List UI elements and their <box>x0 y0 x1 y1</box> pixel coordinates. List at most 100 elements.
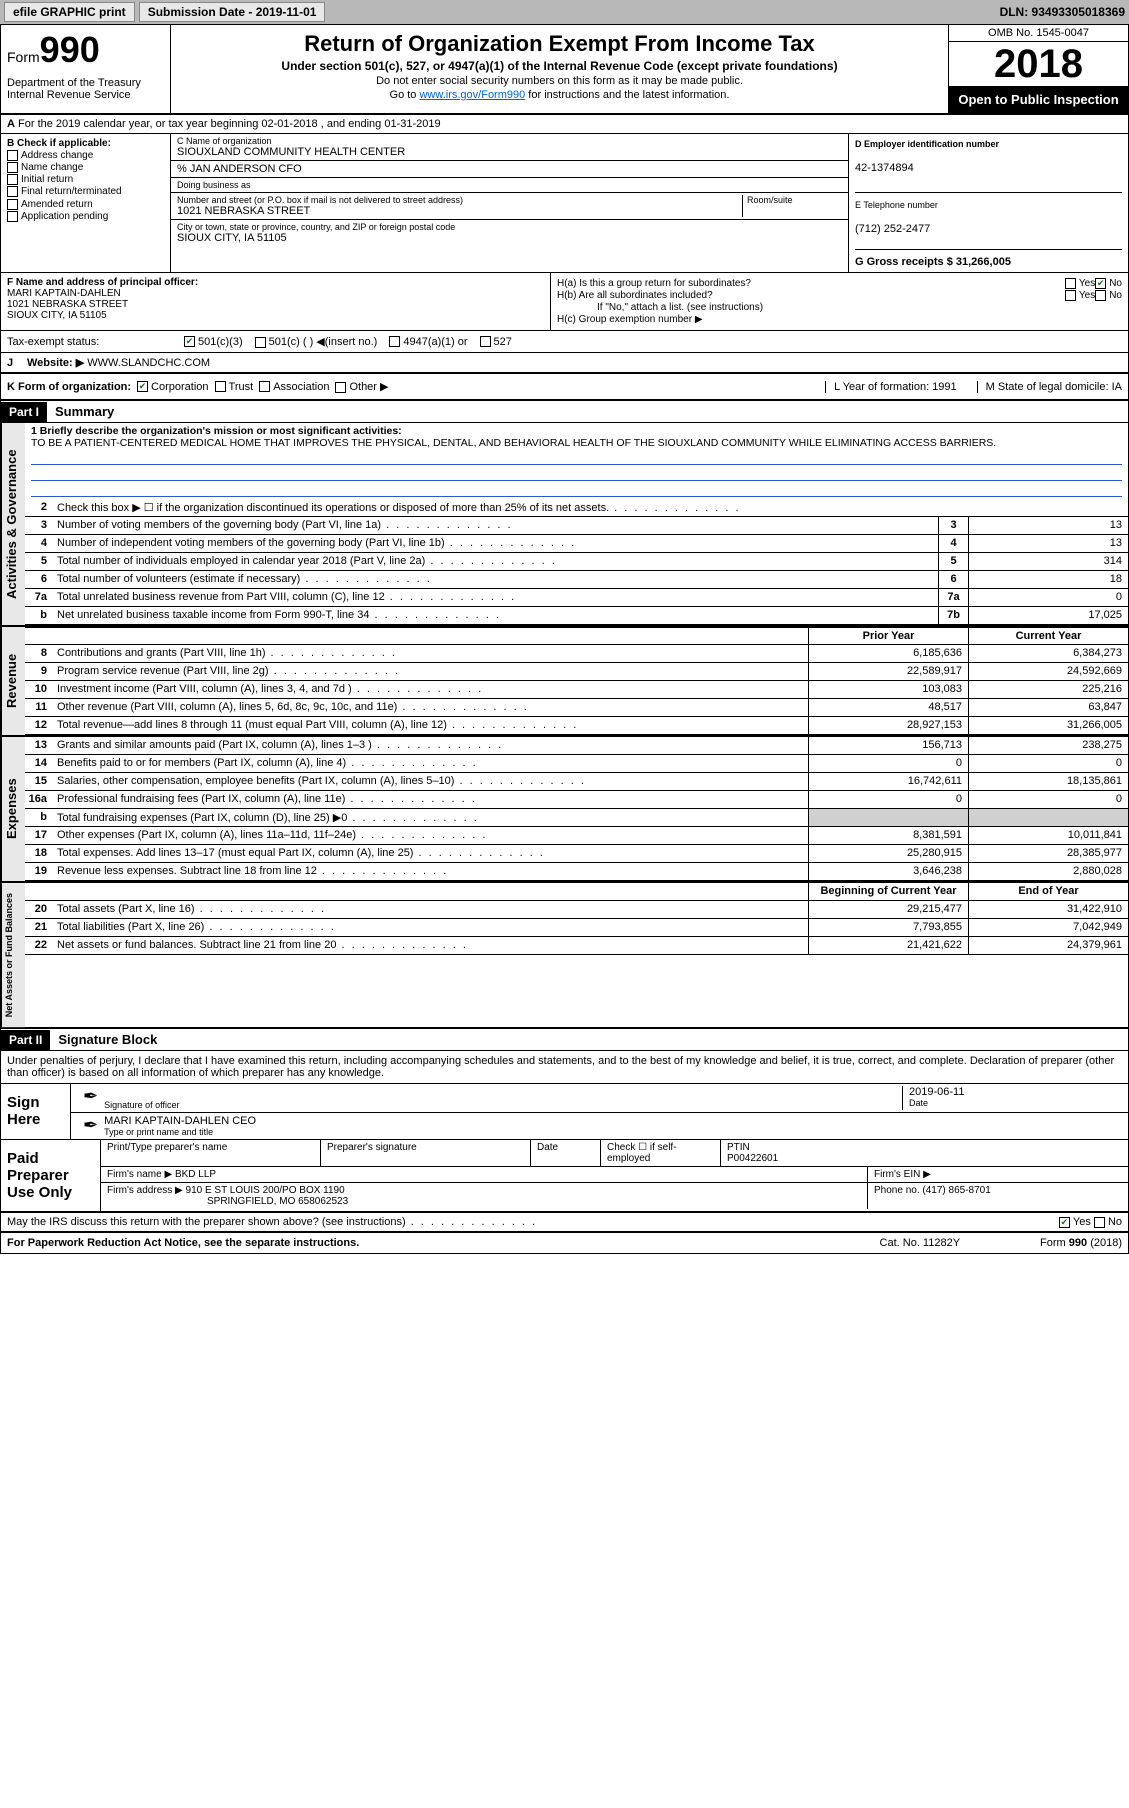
chk-501c3[interactable]: 501(c)(3) <box>184 336 243 348</box>
box-f-officer: F Name and address of principal officer:… <box>1 273 551 330</box>
gov-line: 6Total number of volunteers (estimate if… <box>25 571 1128 589</box>
prep-date-hdr: Date <box>531 1140 601 1166</box>
chk-527[interactable]: 527 <box>480 336 512 348</box>
tax-year: 2018 <box>949 42 1128 86</box>
line-k-form-org: K Form of organization: Corporation Trus… <box>1 374 1128 401</box>
table-row: 15Salaries, other compensation, employee… <box>25 773 1128 791</box>
chk-amended[interactable]: Amended return <box>7 199 164 210</box>
phone-value: (712) 252-2477 <box>855 223 930 235</box>
table-row: 11Other revenue (Part VIII, column (A), … <box>25 699 1128 717</box>
chk-address-change[interactable]: Address change <box>7 150 164 161</box>
dln-text: DLN: 93493305018369 <box>1000 5 1125 19</box>
submission-date-button[interactable]: Submission Date - 2019-11-01 <box>139 2 326 22</box>
chk-trust[interactable]: Trust <box>215 381 254 393</box>
discuss-no[interactable] <box>1094 1217 1105 1228</box>
page-footer: For Paperwork Reduction Act Notice, see … <box>1 1231 1128 1253</box>
table-row: 19Revenue less expenses. Subtract line 1… <box>25 863 1128 881</box>
gov-line: 4Number of independent voting members of… <box>25 535 1128 553</box>
box-b-checkboxes: B Check if applicable: Address change Na… <box>1 134 171 272</box>
chk-other[interactable]: Other ▶ <box>335 380 388 393</box>
chk-name-change[interactable]: Name change <box>7 162 164 173</box>
phone-label: E Telephone number <box>855 200 938 210</box>
table-row: 14Benefits paid to or for members (Part … <box>25 755 1128 773</box>
table-row: 17Other expenses (Part IX, column (A), l… <box>25 827 1128 845</box>
ein-value: 42-1374894 <box>855 162 914 174</box>
open-inspection: Open to Public Inspection <box>949 86 1128 113</box>
tax-exempt-status: Tax-exempt status: 501(c)(3) 501(c) ( ) … <box>1 331 1128 353</box>
omb-number: OMB No. 1545-0047 <box>949 25 1128 42</box>
gov-line: bNet unrelated business taxable income f… <box>25 607 1128 625</box>
city-state-zip: SIOUX CITY, IA 51105 <box>177 232 842 244</box>
street-address: 1021 NEBRASKA STREET <box>177 205 742 217</box>
org-name-label: C Name of organization <box>177 136 842 146</box>
website-url: WWW.SLANDCHC.COM <box>87 357 210 369</box>
discuss-yes[interactable] <box>1059 1217 1070 1228</box>
officer-sig-label: Signature of officer <box>104 1100 902 1110</box>
strip-net-assets: Net Assets or Fund Balances <box>1 883 25 1027</box>
col-end-year: End of Year <box>968 883 1128 900</box>
col-prior-year: Prior Year <box>808 628 968 644</box>
sign-here-label: Sign Here <box>1 1084 71 1139</box>
part-2-header: Part II Signature Block <box>1 1029 1128 1051</box>
city-label: City or town, state or province, country… <box>177 222 842 232</box>
signature-declaration: Under penalties of perjury, I declare th… <box>1 1051 1128 1084</box>
strip-revenue: Revenue <box>1 627 25 735</box>
chk-final-return[interactable]: Final return/terminated <box>7 186 164 197</box>
dept-text: Department of the Treasury Internal Reve… <box>7 77 164 101</box>
gross-receipts: G Gross receipts $ 31,266,005 <box>855 256 1011 268</box>
table-row: 13Grants and similar amounts paid (Part … <box>25 737 1128 755</box>
pen-icon-2: ✒ <box>77 1115 104 1137</box>
chk-4947[interactable]: 4947(a)(1) or <box>389 336 467 348</box>
irs-link[interactable]: www.irs.gov/Form990 <box>419 89 525 101</box>
strip-activities-governance: Activities & Governance <box>1 423 25 625</box>
chk-initial-return[interactable]: Initial return <box>7 174 164 185</box>
firm-name: BKD LLP <box>175 1169 216 1180</box>
gov-line: 2Check this box ▶ ☐ if the organization … <box>25 499 1128 517</box>
table-row: 21Total liabilities (Part X, line 26)7,7… <box>25 919 1128 937</box>
prep-name-hdr: Print/Type preparer's name <box>101 1140 321 1166</box>
form-number: Form990 <box>7 29 164 71</box>
chk-association[interactable]: Association <box>259 381 329 393</box>
table-row: 8Contributions and grants (Part VIII, li… <box>25 645 1128 663</box>
sig-date: 2019-06-11 <box>909 1086 1122 1098</box>
line-j-website: J Website: ▶ WWW.SLANDCHC.COM <box>1 353 1128 374</box>
col-current-year: Current Year <box>968 628 1128 644</box>
table-row: 16aProfessional fundraising fees (Part I… <box>25 791 1128 809</box>
table-row: 10Investment income (Part VIII, column (… <box>25 681 1128 699</box>
table-row: 18Total expenses. Add lines 13–17 (must … <box>25 845 1128 863</box>
firm-ein-label: Firm's EIN ▶ <box>868 1167 1128 1182</box>
chk-corporation[interactable]: Corporation <box>137 381 208 393</box>
paid-preparer-label: Paid Preparer Use Only <box>1 1140 101 1211</box>
table-row: 12Total revenue—add lines 8 through 11 (… <box>25 717 1128 735</box>
gov-line: 3Number of voting members of the governi… <box>25 517 1128 535</box>
table-row: 22Net assets or fund balances. Subtract … <box>25 937 1128 955</box>
dba-label: Doing business as <box>177 180 251 190</box>
gov-line: 7aTotal unrelated business revenue from … <box>25 589 1128 607</box>
form-title: Return of Organization Exempt From Incom… <box>179 31 940 57</box>
prep-sig-hdr: Preparer's signature <box>321 1140 531 1166</box>
firm-address: 910 E ST LOUIS 200/PO BOX 1190 <box>186 1185 345 1196</box>
table-row: bTotal fundraising expenses (Part IX, co… <box>25 809 1128 827</box>
addr-label: Number and street (or P.O. box if mail i… <box>177 195 742 205</box>
ptin-value: P00422601 <box>727 1153 778 1164</box>
prep-self-emp: Check ☐ if self-employed <box>601 1140 721 1166</box>
officer-name-label: Type or print name and title <box>104 1127 256 1137</box>
room-suite-label: Room/suite <box>742 195 842 217</box>
table-row: 20Total assets (Part X, line 16)29,215,4… <box>25 901 1128 919</box>
efile-button[interactable]: efile GRAPHIC print <box>4 2 135 22</box>
ptin-label: PTIN <box>727 1142 750 1153</box>
gov-line: 5Total number of individuals employed in… <box>25 553 1128 571</box>
mission-block: 1 Briefly describe the organization's mi… <box>25 423 1128 499</box>
chk-application-pending[interactable]: Application pending <box>7 211 164 222</box>
pen-icon: ✒ <box>77 1086 104 1110</box>
mission-text: TO BE A PATIENT-CENTERED MEDICAL HOME TH… <box>31 437 996 449</box>
strip-expenses: Expenses <box>1 737 25 881</box>
officer-name: MARI KAPTAIN-DAHLEN CEO <box>104 1115 256 1127</box>
state-domicile: M State of legal domicile: IA <box>977 381 1122 393</box>
box-h: H(a) Is this a group return for subordin… <box>551 273 1128 330</box>
line-a-tax-year: A For the 2019 calendar year, or tax yea… <box>1 115 1128 134</box>
year-formation: L Year of formation: 1991 <box>825 381 957 393</box>
chk-501c[interactable]: 501(c) ( ) ◀(insert no.) <box>255 335 378 348</box>
ein-label: D Employer identification number <box>855 139 999 149</box>
discuss-preparer: May the IRS discuss this return with the… <box>1 1213 1128 1231</box>
